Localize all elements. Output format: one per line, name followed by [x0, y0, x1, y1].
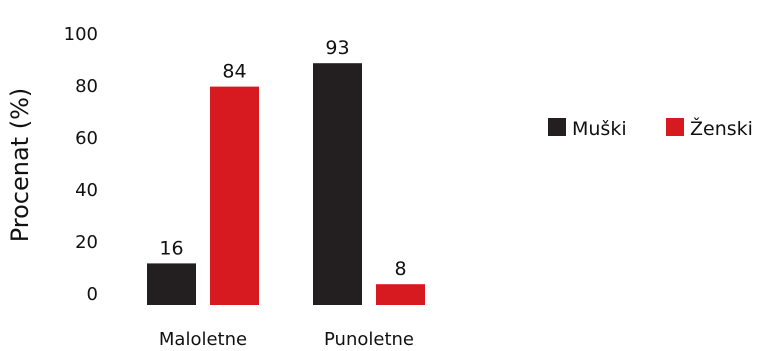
data-label-maloletne-zenski: 84 — [222, 61, 246, 83]
legend-item-zenski: Ženski — [666, 117, 753, 140]
y-tick-label-20: 20 — [75, 232, 98, 253]
y-axis-title: Procenat (%) — [6, 88, 34, 243]
data-label-punoletne-zenski: 8 — [394, 258, 406, 280]
legend-swatch-muski — [548, 118, 566, 136]
x-tick-label-punoletne: Punoletne — [324, 329, 414, 350]
bar-maloletne-muski — [147, 263, 196, 305]
y-tick-label-60: 60 — [75, 128, 98, 149]
y-tick-label-40: 40 — [75, 180, 98, 201]
y-tick-label-80: 80 — [75, 76, 98, 97]
bar-punoletne-zenski — [376, 284, 425, 305]
legend-label-zenski: Ženski — [690, 117, 753, 140]
data-label-maloletne-muski: 16 — [159, 237, 183, 259]
bar-punoletne-muski — [313, 63, 362, 306]
y-tick-label-100: 100 — [64, 24, 98, 45]
legend-swatch-zenski — [666, 118, 684, 136]
data-label-punoletne-muski: 93 — [325, 37, 349, 59]
bar-maloletne-zenski — [210, 86, 259, 305]
legend-label-muski: Muški — [572, 118, 627, 140]
x-tick-label-maloletne: Maloletne — [159, 329, 247, 350]
legend-item-muski: Muški — [548, 118, 627, 140]
y-tick-label-0: 0 — [87, 284, 98, 305]
